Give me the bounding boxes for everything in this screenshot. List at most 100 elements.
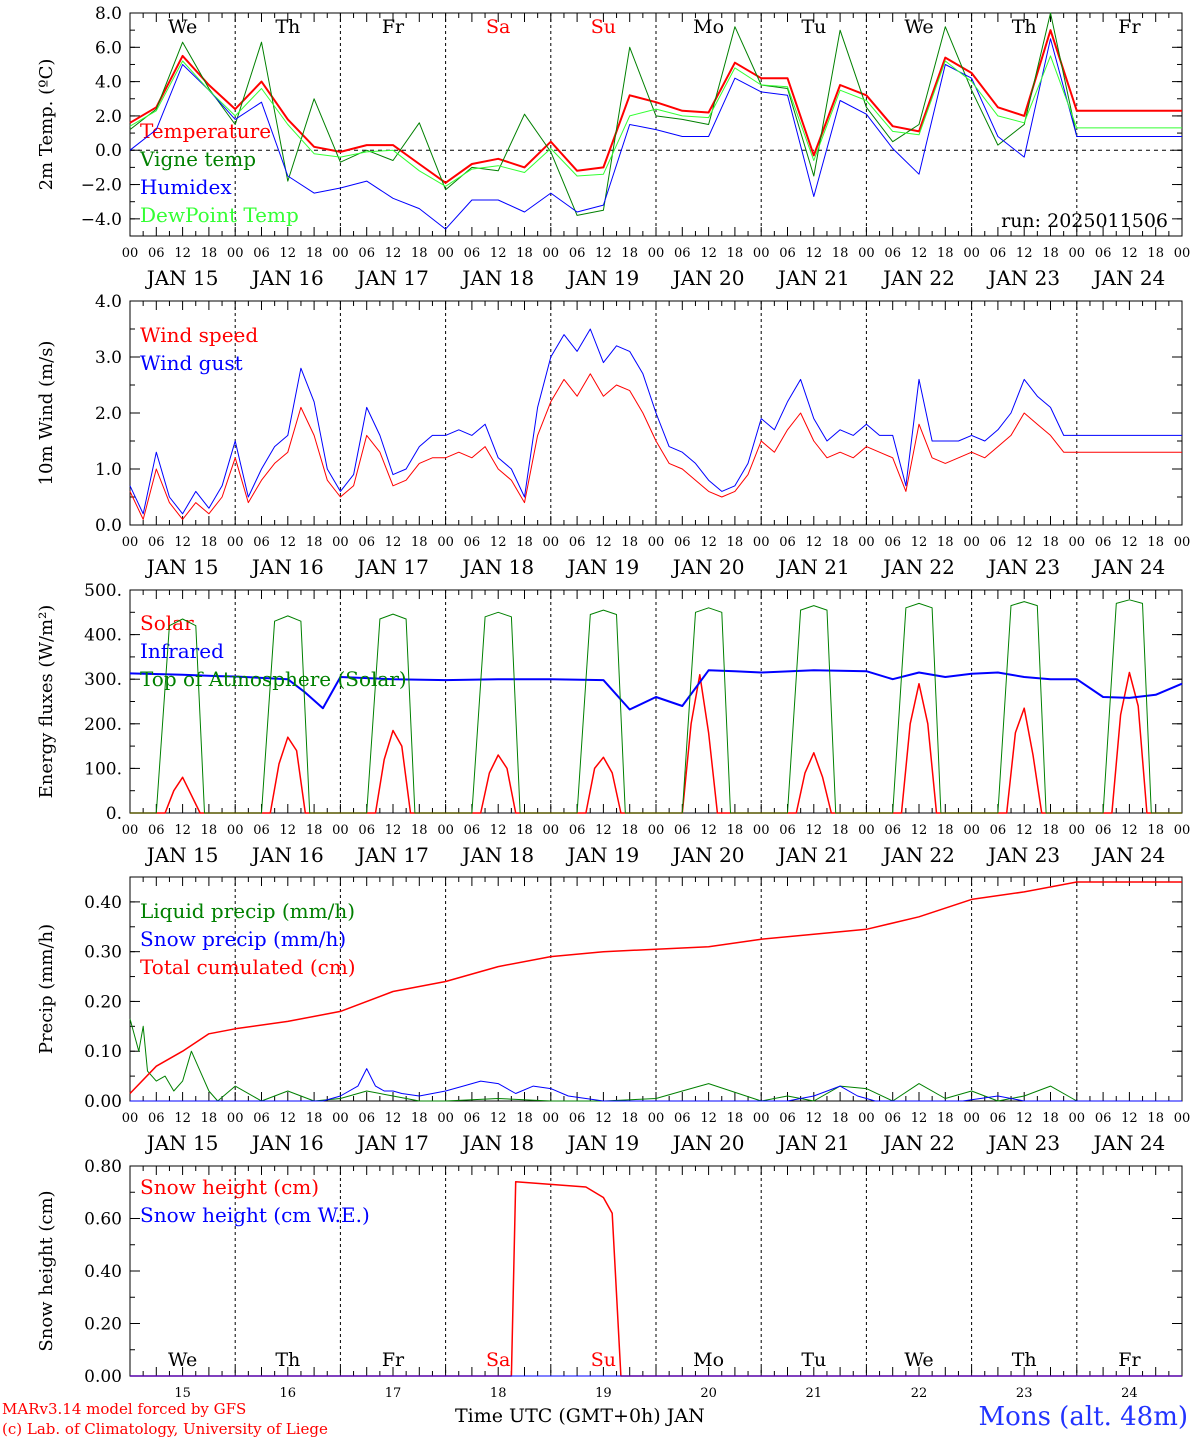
hour-tick-label: 06 [358,535,375,550]
hour-tick-label: 18 [832,823,849,838]
weekday-label: Fr [1118,1349,1141,1371]
hour-tick-label: 06 [990,1111,1007,1126]
hour-tick-label: 18 [1147,823,1164,838]
hour-tick-label: 06 [884,1111,901,1126]
y-axis-label: 10m Wind (m/s) [36,341,57,486]
date-label: JAN 18 [460,555,534,579]
y-tick-label: 8.0 [95,4,122,24]
y-tick-label: 300. [84,670,122,690]
hour-tick-label: 18 [201,1111,218,1126]
hour-tick-label: 00 [437,1111,454,1126]
y-tick-label: 6.0 [95,38,122,58]
weekday-label: Fr [1118,16,1141,38]
hour-tick-label: 12 [911,246,928,261]
run-label: run: 2025011506 [1001,210,1168,232]
hour-tick-label: 06 [148,1111,165,1126]
weekday-label: We [904,16,933,38]
hour-tick-label: 12 [280,1111,297,1126]
chart-panel-5: 0.00 0.20 0.40 0.60 0.80 Snow height (cm) Snow… [36,1157,1183,1401]
hour-tick-label: 00 [753,1111,770,1126]
hour-tick-label: 12 [700,246,717,261]
hour-tick-label: 12 [490,1111,507,1126]
hour-tick-label: 12 [595,535,612,550]
date-label: JAN 22 [881,555,955,579]
hour-tick-label: 06 [253,535,270,550]
date-label: JAN 22 [881,266,955,290]
date-label: JAN 15 [145,555,219,579]
hour-tick-label: 06 [253,823,270,838]
hour-tick-label: 12 [595,1111,612,1126]
hour-tick-label: 00 [1069,535,1086,550]
weekday-label: Fr [382,1349,405,1371]
hour-tick-label: 12 [595,246,612,261]
date-label: JAN 18 [460,1131,534,1155]
hour-tick-label: 12 [385,1111,402,1126]
weekday-label: Th [275,16,300,38]
date-label: JAN 18 [460,266,534,290]
hour-tick-label: 06 [569,535,586,550]
x-axis-label: Time UTC (GMT+0h) JAN [455,1405,705,1427]
hour-tick-label: 18 [411,823,428,838]
lab-credit: (c) Lab. of Climatology, University of L… [2,1420,328,1438]
weekday-label: Mo [693,1349,724,1371]
date-label: JAN 21 [776,843,850,867]
weekday-label: Tu [801,16,826,38]
hour-tick-label: 00 [437,823,454,838]
hour-tick-label: 18 [1147,1111,1164,1126]
hour-tick-label: 00 [648,1111,665,1126]
y-tick-label: 0.0 [95,516,122,536]
y-axis-label: Precip (mm/h) [36,924,57,1054]
y-tick-label: −2.0 [81,176,122,196]
legend-entry: Solar [140,611,194,635]
hour-tick-label: 06 [358,1111,375,1126]
y-tick-label: 0.60 [84,1210,122,1230]
hour-tick-label: 12 [806,246,823,261]
hour-tick-label: 12 [385,823,402,838]
date-label: JAN 16 [250,1131,324,1155]
hour-tick-label: 12 [1121,823,1138,838]
hour-tick-label: 06 [779,535,796,550]
series-line-1 [129,373,1182,520]
hour-tick-label: 06 [990,823,1007,838]
y-axis-label: Energy fluxes (W/m²) [36,605,57,799]
legend-entry: Temperature [140,119,271,143]
date-label: JAN 18 [460,843,534,867]
weekday-label: Th [1012,16,1037,38]
date-label: JAN 20 [671,266,745,290]
hour-tick-label: 18 [306,535,323,550]
hour-tick-label: 18 [621,823,638,838]
date-label: JAN 16 [250,266,324,290]
hour-tick-label: 00 [1069,823,1086,838]
series-line-4 [129,55,1182,187]
date-label: JAN 17 [355,266,429,290]
hour-tick-label: 06 [358,823,375,838]
date-label: JAN 21 [776,266,850,290]
date-label: JAN 21 [776,555,850,579]
weekday-label: Th [1012,1349,1037,1371]
date-label: JAN 24 [1092,843,1166,867]
hour-tick-label: 00 [332,535,349,550]
hour-tick-label: 18 [727,823,744,838]
hour-tick-label: 00 [963,823,980,838]
date-label: JAN 15 [145,1131,219,1155]
y-tick-label: 0.80 [84,1157,122,1177]
legend-entry: Top of Atmosphere (Solar) [140,667,407,691]
hour-tick-label: 12 [174,246,191,261]
hour-tick-label: 12 [385,246,402,261]
hour-tick-label: 18 [516,1111,533,1126]
hour-tick-label: 00 [227,823,244,838]
hour-tick-label: 06 [1095,823,1112,838]
hour-tick-label: 18 [411,535,428,550]
hour-tick-label: 18 [832,246,849,261]
day-number-label: 17 [385,1386,402,1401]
legend-entry: Snow height (cm) [140,1175,319,1199]
hour-tick-label: 12 [280,535,297,550]
y-tick-label: 0.40 [84,893,122,913]
weekday-label: Su [591,16,616,38]
y-tick-label: 1.0 [95,460,122,480]
series-line-3 [130,599,1182,814]
hour-tick-label: 18 [1042,1111,1059,1126]
hour-tick-label: 00 [963,535,980,550]
hour-tick-label: 06 [779,823,796,838]
